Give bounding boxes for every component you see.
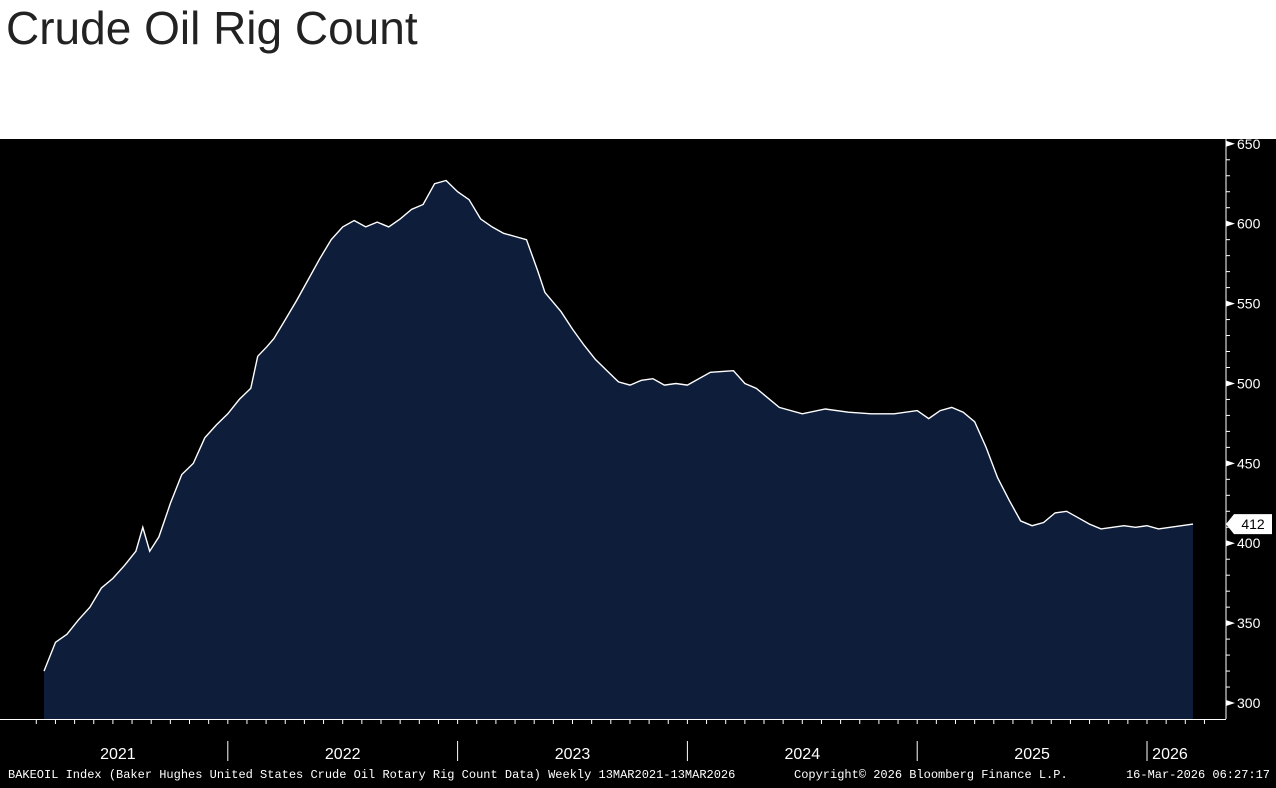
x-tick-label: 2025 <box>1014 746 1050 763</box>
x-axis: 2021 2022 2023 2024 2025 2026 <box>0 719 1226 763</box>
y-major-tick <box>1226 380 1235 387</box>
y-tick-label: 450 <box>1237 455 1261 471</box>
y-tick-label: 600 <box>1237 216 1261 232</box>
area-fill <box>43 180 1194 719</box>
y-tick-label: 300 <box>1237 695 1261 711</box>
footer-copyright-text: Copyright© 2026 Bloomberg Finance L.P. <box>794 768 1068 782</box>
y-major-tick <box>1226 140 1235 147</box>
last-value-marker: 412 <box>1226 514 1272 535</box>
x-tick-label: 2023 <box>555 746 591 763</box>
y-major-tick <box>1226 700 1235 707</box>
last-value-box <box>1226 514 1272 535</box>
y-axis: 300 350 400 450 500 550 600 650 <box>1225 139 1261 719</box>
footer-source-text: BAKEOIL Index (Baker Hughes United State… <box>8 768 735 782</box>
x-tick-label: 2022 <box>325 746 361 763</box>
y-major-tick <box>1226 220 1235 227</box>
chart-panel: 300 350 400 450 500 550 600 650 2021 2022 2023 202… <box>0 139 1276 788</box>
y-tick-label: 400 <box>1237 535 1261 551</box>
page-title: Crude Oil Rig Count <box>6 2 418 54</box>
y-tick-label: 650 <box>1237 139 1261 152</box>
y-major-tick <box>1226 460 1235 467</box>
y-tick-label: 550 <box>1237 296 1261 312</box>
x-tick-label: 2026 <box>1152 746 1188 763</box>
y-tick-label: 500 <box>1237 375 1261 391</box>
y-major-tick <box>1226 300 1235 307</box>
last-value-label: 412 <box>1241 516 1265 532</box>
y-major-tick <box>1226 620 1235 627</box>
y-tick-label: 350 <box>1237 615 1261 631</box>
series-line <box>43 179 1194 672</box>
footer-timestamp-text: 16-Mar-2026 06:27:17 <box>1126 768 1270 782</box>
y-major-tick <box>1226 540 1235 547</box>
x-tick-label: 2024 <box>785 746 821 763</box>
x-tick-label: 2021 <box>100 746 136 763</box>
